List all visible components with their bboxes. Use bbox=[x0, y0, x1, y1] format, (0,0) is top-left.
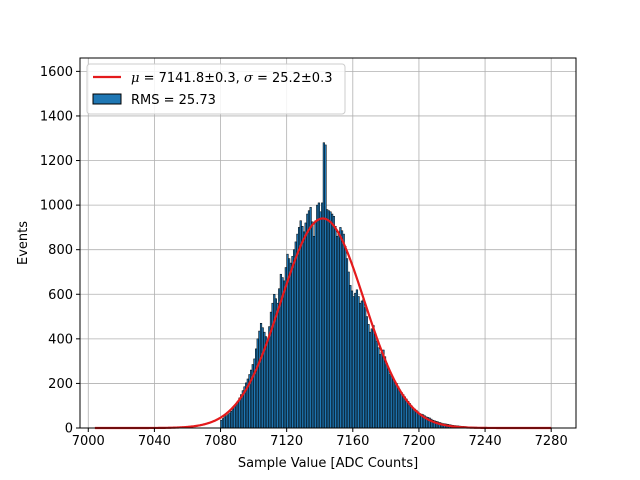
legend-sigma-value: = 25.2±0.3 bbox=[253, 71, 333, 86]
x-tick-label: 7120 bbox=[270, 434, 303, 449]
legend-box bbox=[86, 63, 346, 115]
x-tick-label: 7160 bbox=[336, 434, 369, 449]
x-axis-ticks: 7000 7040 7080 7120 7160 7200 7240 7280 bbox=[72, 428, 568, 449]
legend-histogram-label: RMS = 25.73 bbox=[131, 93, 216, 108]
legend-mu-symbol: μ bbox=[131, 71, 139, 86]
y-axis-label: Events bbox=[16, 221, 31, 265]
y-tick-label: 0 bbox=[65, 422, 73, 437]
y-tick-label: 200 bbox=[48, 377, 73, 392]
legend-sigma-symbol: σ bbox=[244, 71, 254, 86]
x-tick-label: 7000 bbox=[72, 434, 105, 449]
y-tick-label: 1400 bbox=[40, 109, 73, 124]
x-tick-label: 7280 bbox=[535, 434, 568, 449]
x-tick-label: 7080 bbox=[204, 434, 237, 449]
legend-histogram-swatch bbox=[92, 93, 122, 105]
legend-fit-label: μ = 7141.8±0.3, σ = 25.2±0.3 bbox=[131, 71, 332, 86]
y-tick-label: 400 bbox=[48, 332, 73, 347]
x-tick-label: 7200 bbox=[402, 434, 435, 449]
x-tick-label: 7040 bbox=[138, 434, 171, 449]
x-axis-label: Sample Value [ADC Counts] bbox=[238, 456, 418, 471]
y-tick-label: 1600 bbox=[40, 65, 73, 80]
y-tick-label: 600 bbox=[48, 288, 73, 303]
y-tick-label: 1200 bbox=[40, 154, 73, 169]
y-tick-label: 800 bbox=[48, 243, 73, 258]
y-tick-label: 1000 bbox=[40, 199, 73, 214]
plot-frame bbox=[79, 57, 577, 429]
legend-mu-value: = 7141.8±0.3, bbox=[139, 71, 243, 86]
x-tick-label: 7240 bbox=[469, 434, 502, 449]
legend: μ = 7141.8±0.3, σ = 25.2±0.3 RMS = 25.73 bbox=[86, 63, 346, 115]
y-axis-ticks: 0 200 400 600 800 1000 1200 1400 1600 bbox=[40, 65, 80, 437]
